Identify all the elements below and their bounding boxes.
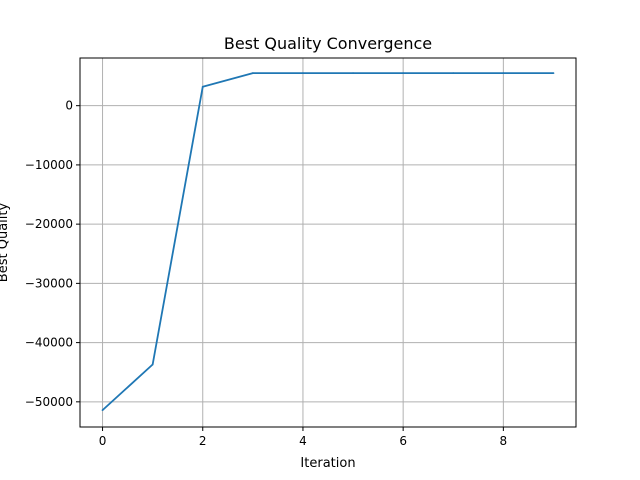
data-point [251, 72, 254, 75]
data-point [302, 72, 304, 75]
data-point [151, 363, 154, 366]
data-point [101, 409, 104, 412]
data-point [201, 85, 204, 88]
y-tick-label: −30000 [25, 276, 73, 290]
x-tick-label: 6 [399, 434, 407, 448]
y-tick-label: −50000 [25, 395, 73, 409]
plot-frame [79, 57, 577, 428]
x-tick-label: 0 [99, 434, 107, 448]
y-tick-label: −40000 [25, 336, 73, 350]
data-point [502, 72, 505, 75]
ticks: 0 2 4 6 8 −50000 −40000 −30000 −20000 −10000 0 [25, 99, 507, 448]
grid [80, 58, 576, 427]
data-point [352, 72, 354, 75]
x-tick-label: 4 [299, 434, 307, 448]
y-tick-label: −20000 [25, 217, 73, 231]
y-axis-label: Best Quality [0, 203, 11, 283]
data-point [402, 72, 405, 75]
data-point [452, 72, 455, 75]
x-tick-label: 8 [500, 434, 508, 448]
y-tick-label: −10000 [25, 158, 73, 172]
series-layer [101, 72, 555, 412]
y-tick-label: 0 [65, 99, 73, 113]
x-tick-label: 2 [199, 434, 207, 448]
data-point [552, 72, 555, 75]
chart-title: Best Quality Convergence [224, 34, 432, 53]
series-line [101, 72, 554, 411]
x-axis-label: Iteration [300, 456, 355, 471]
